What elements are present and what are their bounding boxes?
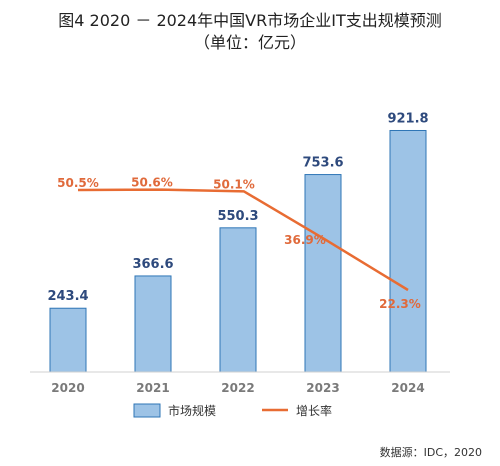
- bar-labels: 243.4 366.6 550.3 753.6 921.8: [47, 111, 428, 304]
- bar-2020: [49, 307, 87, 373]
- bar-value-label-2024: 921.8: [387, 111, 428, 126]
- source-note: 数据源：IDC，2020: [380, 445, 482, 459]
- rate-value-label-2022: 50.1%: [213, 177, 255, 191]
- x-tick-2020: 2020: [51, 381, 84, 395]
- rate-labels: 50.5% 50.6% 50.1% 36.9% 22.3%: [57, 176, 421, 311]
- bar-2024: [389, 129, 427, 373]
- x-tick-2023: 2023: [306, 381, 339, 395]
- bar-value-label-2022: 550.3: [217, 209, 258, 224]
- bar-2023: [304, 174, 342, 373]
- legend: 市场规模 增长率: [133, 403, 332, 418]
- x-tick-2022: 2022: [221, 381, 254, 395]
- x-axis-ticks: 2020 2021 2022 2023 2024: [51, 381, 424, 395]
- line-series: [77, 188, 409, 292]
- growth-rate-line: [77, 188, 409, 292]
- bar-2021: [134, 275, 172, 373]
- chart-title: 图4 2020 － 2024年中国VR市场企业IT支出规模预测: [58, 11, 441, 30]
- bar-value-label-2020: 243.4: [47, 289, 88, 304]
- rate-value-label-2024: 22.3%: [379, 297, 421, 311]
- rate-value-label-2021: 50.6%: [131, 176, 173, 190]
- legend-label-line: 增长率: [296, 403, 332, 418]
- rate-value-label-2023: 36.9%: [284, 233, 326, 247]
- rate-value-label-2020: 50.5%: [57, 176, 99, 190]
- bar-2022: [219, 227, 257, 373]
- legend-label-bar: 市场规模: [168, 403, 216, 418]
- bar-series: [49, 129, 427, 373]
- chart-subtitle: （单位：亿元）: [194, 33, 306, 52]
- x-tick-2021: 2021: [136, 381, 169, 395]
- x-tick-2024: 2024: [391, 381, 424, 395]
- bar-value-label-2021: 366.6: [132, 257, 173, 272]
- bar-value-label-2023: 753.6: [302, 156, 343, 171]
- legend-swatch-bar: [133, 403, 161, 418]
